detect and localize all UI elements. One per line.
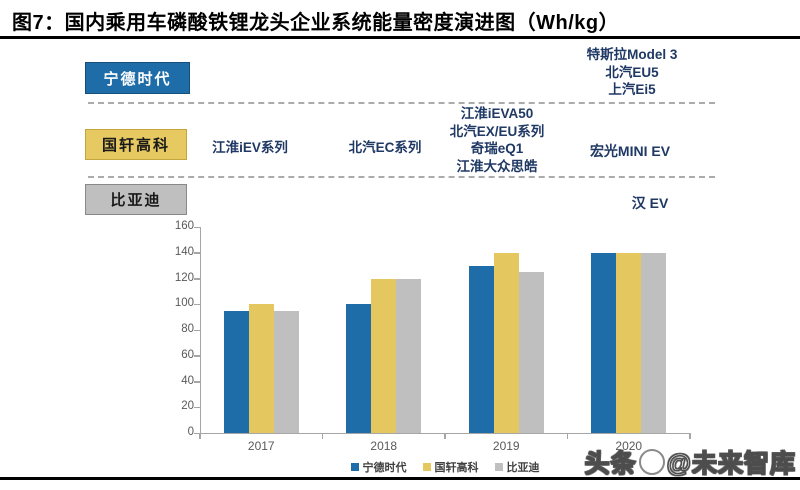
bar-s2-2019 <box>518 272 544 433</box>
y-axis-tick <box>194 355 200 357</box>
annotation-line: 奇瑞eQ1 <box>470 141 524 156</box>
legend-label: 比亚迪 <box>506 462 540 474</box>
bar-s1-2017 <box>248 304 274 433</box>
bar-s2-2020 <box>641 252 667 433</box>
annotation-line: 江淮iEVA50 <box>460 106 534 121</box>
company-box-byd: 比亚迪 <box>85 184 187 215</box>
bar-s1-2018 <box>371 278 397 433</box>
legend-label: 国轩高科 <box>434 462 479 474</box>
figure-title: 图7：国内乘用车磷酸铁锂龙头企业系统能量密度演进图（Wh/kg） <box>12 12 620 34</box>
bottom-divider <box>0 477 800 480</box>
annotation-guoxuan-2019: 江淮iEVA50 北汽EX/EU系列 奇瑞eQ1 江淮大众思皓 <box>450 105 545 175</box>
annotation-line: 江淮大众思皓 <box>456 158 538 174</box>
bar-s1-2019 <box>493 252 519 433</box>
annotation-line: 北汽EU5 <box>605 64 659 80</box>
bar-s0-2019 <box>468 265 494 433</box>
y-axis-tick-label: 100 <box>174 297 194 310</box>
bar-s0-2018 <box>346 304 372 433</box>
x-axis-tick <box>199 433 201 439</box>
x-axis-label: 2019 <box>492 439 520 453</box>
annotation-line: 北汽EX/EU系列 <box>449 123 545 139</box>
legend-swatch-icon <box>422 463 431 471</box>
annotation-line: 上汽Ei5 <box>608 82 656 97</box>
bar-s2-2017 <box>273 310 299 433</box>
bar-s0-2020 <box>591 252 617 433</box>
legend-item: 国轩高科 <box>422 459 479 475</box>
y-axis-tick-label: 80 <box>181 323 194 335</box>
y-axis-tick-label: 0 <box>187 426 194 438</box>
y-axis-tick <box>194 252 200 254</box>
y-axis-tick <box>194 226 200 228</box>
y-axis-tick <box>194 278 200 280</box>
annotation-guoxuan-2018: 北汽EC系列 <box>348 140 422 155</box>
watermark-logo-icon <box>638 449 665 475</box>
x-axis-tick <box>566 433 569 439</box>
legend-item: 宁德时代 <box>350 459 407 475</box>
watermark-text-right: @未来智库 <box>666 449 796 478</box>
y-axis-tick <box>194 303 200 306</box>
bar-s2-2018 <box>396 278 422 433</box>
x-axis-tick <box>321 433 324 439</box>
dashed-divider-2 <box>88 176 715 178</box>
y-axis-tick <box>194 432 200 434</box>
annotation-catl-models: 特斯拉Model 3 北汽EU5 上汽Ei5 <box>587 46 678 99</box>
title-divider <box>0 36 800 39</box>
y-axis-tick-label: 20 <box>181 400 194 413</box>
annotation-line: 特斯拉Model 3 <box>586 47 678 62</box>
legend-label: 宁德时代 <box>362 462 407 474</box>
y-axis-tick-label: 40 <box>181 374 194 387</box>
company-box-guoxuan: 国轩高科 <box>85 129 187 160</box>
annotation-guoxuan-2017: 江淮iEV系列 <box>212 140 288 155</box>
x-axis-label: 2020 <box>615 439 643 453</box>
watermark-text-left: 头条 <box>584 449 637 478</box>
x-axis-tick <box>444 433 446 439</box>
annotation-guoxuan-2020: 宏光MINI EV <box>589 143 671 159</box>
y-axis-tick <box>194 329 200 331</box>
bar-s1-2020 <box>616 252 642 433</box>
legend-swatch-icon <box>494 463 503 471</box>
company-box-catl: 宁德时代 <box>85 62 190 94</box>
y-axis-tick-label: 140 <box>174 245 194 258</box>
watermark: 头条 @未来智库 <box>584 444 796 480</box>
dashed-divider-1 <box>88 102 715 104</box>
y-axis-tick-label: 160 <box>174 220 194 232</box>
y-axis-tick <box>194 406 200 409</box>
annotation-byd-2020: 汉 EV <box>631 195 669 211</box>
y-axis-tick-label: 60 <box>181 348 194 361</box>
chart-legend: 宁德时代 国轩高科 比亚迪 <box>200 459 690 475</box>
x-axis-label: 2017 <box>247 439 275 453</box>
legend-swatch-icon <box>350 463 359 471</box>
legend-item: 比亚迪 <box>494 459 540 475</box>
bar-s0-2017 <box>223 310 249 433</box>
x-axis-label: 2018 <box>370 439 398 453</box>
x-axis-tick <box>689 433 691 439</box>
y-axis-tick <box>194 381 200 383</box>
y-axis-tick-label: 120 <box>174 271 194 284</box>
